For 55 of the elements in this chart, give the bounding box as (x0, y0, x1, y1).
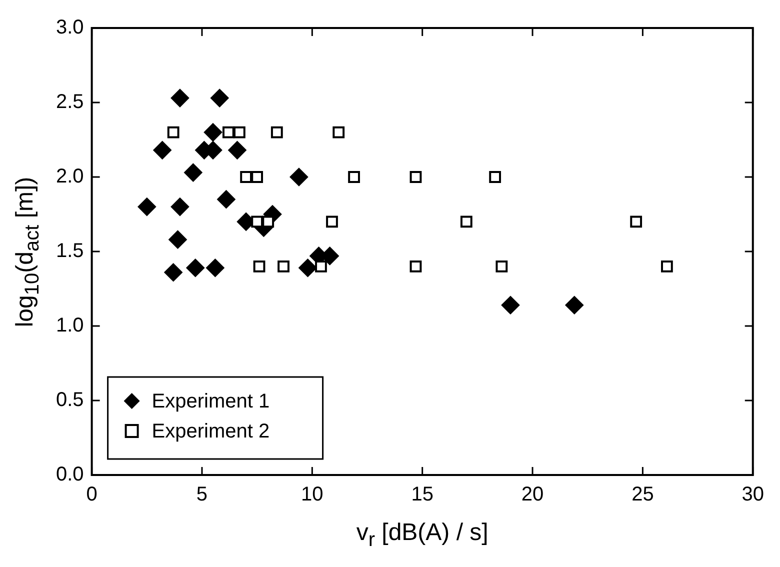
point (326, 216, 338, 228)
point (253, 260, 266, 272)
point (206, 258, 224, 277)
point (153, 141, 172, 160)
point (348, 171, 360, 183)
point (278, 260, 290, 272)
point (501, 296, 520, 314)
point (217, 190, 236, 208)
y-tick-label: 0.5 (56, 389, 84, 412)
x-axis-title: v$_{r}$ [dB(A) / s] (355, 519, 490, 552)
point (315, 260, 327, 272)
point (170, 89, 189, 108)
x-tick-label: 0 (86, 484, 98, 506)
x-tick-label: 5 (196, 484, 208, 506)
point (489, 171, 502, 183)
x-tick-label: 30 (742, 484, 764, 506)
y-tick-label: 2.0 (56, 166, 84, 188)
point (222, 126, 234, 138)
point (630, 216, 642, 228)
point (164, 263, 182, 282)
point (290, 168, 308, 186)
point (298, 258, 317, 277)
point (251, 216, 264, 228)
point (410, 260, 422, 272)
point (233, 126, 246, 138)
y-tick-label: 1.0 (56, 314, 84, 337)
point (228, 141, 246, 160)
point (186, 258, 204, 277)
point (410, 171, 422, 183)
point (240, 171, 252, 183)
point (332, 126, 345, 138)
point (184, 164, 202, 182)
point (210, 89, 229, 108)
point (660, 260, 673, 272)
x-tick-label: 10 (301, 484, 324, 506)
point (170, 198, 189, 216)
y-tick-label: 3.0 (56, 16, 84, 39)
point (270, 126, 283, 138)
point (460, 216, 472, 228)
y-tick-label: 0.0 (56, 464, 84, 486)
x-tick-label: 20 (521, 484, 544, 506)
point (204, 123, 222, 142)
x-tick-label: 25 (632, 484, 654, 506)
point (138, 198, 156, 216)
point (167, 126, 180, 138)
point (168, 230, 187, 249)
legend-label: Experiment 1 (152, 390, 270, 413)
point (251, 171, 264, 183)
y-tick-label: 2.5 (56, 91, 84, 114)
legend-label: Experiment 2 (152, 420, 270, 443)
x-tick-label: 15 (411, 484, 434, 506)
point (496, 260, 508, 272)
point (262, 216, 274, 228)
point (565, 296, 584, 314)
y-tick-label: 1.5 (56, 240, 84, 262)
